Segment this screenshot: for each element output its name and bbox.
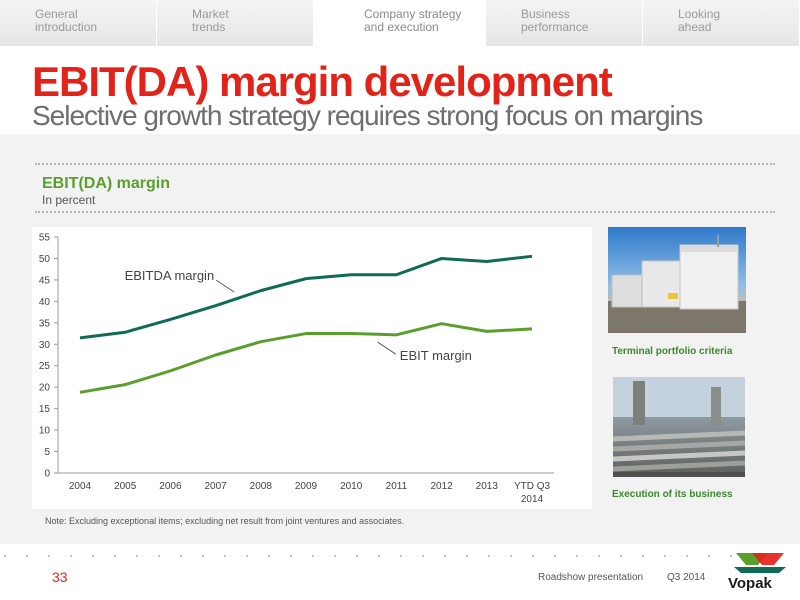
y-tick-label: 30 (39, 340, 51, 351)
tab-market-trends[interactable]: Market trends (157, 0, 314, 46)
x-tick-label: 2009 (295, 481, 318, 492)
y-tick-label: 50 (39, 254, 51, 265)
x-tick-label: 2008 (250, 481, 273, 492)
y-tick-label: 10 (39, 426, 51, 437)
vopak-logo-icon: Vopak (728, 553, 786, 592)
footer-dots (4, 555, 796, 557)
vopak-logo: Vopak (724, 550, 794, 592)
x-tick-label: 2013 (476, 481, 499, 492)
pipelines-image (613, 377, 745, 477)
terminal-photo (608, 227, 746, 333)
x-tick-label: 2004 (69, 481, 92, 492)
section-tabs: General introduction Market trends Compa… (0, 0, 800, 46)
divider-top (35, 163, 775, 165)
x-tick-label: 2011 (386, 481, 408, 492)
chart-unit: In percent (42, 193, 96, 207)
x-tick-label: YTD Q3 (514, 481, 551, 492)
page-title: EBIT(DA) margin development (32, 58, 613, 105)
footer-period: Q3 2014 (667, 572, 706, 583)
y-tick-label: 45 (39, 275, 51, 286)
y-tick-label: 55 (39, 233, 51, 244)
ebitda-margin-line (79, 254, 533, 340)
y-tick-label: 40 (39, 297, 51, 308)
storage-tanks-image (608, 235, 746, 333)
y-tick-label: 15 (39, 404, 51, 415)
x-tick-label: 2007 (204, 481, 227, 492)
ebitda-series-label: EBITDA margin (125, 268, 215, 283)
y-tick-label: 5 (44, 447, 50, 458)
ebit-series-label: EBIT margin (400, 348, 472, 363)
tab-business-performance[interactable]: Business performance (486, 0, 643, 46)
ebit-margin-line (79, 322, 533, 394)
line-chart: 0 5 10 15 20 25 30 35 40 45 50 55 2004 2005 2006 2007 20… (39, 233, 554, 505)
y-tick-label: 20 (39, 383, 51, 394)
chart-area: 0 5 10 15 20 25 30 35 40 45 50 55 2004 2005 2006 2007 20… (32, 227, 592, 509)
tab-company-strategy[interactable]: Company strategy and execution (314, 0, 486, 46)
x-tick-label: 2006 (159, 481, 182, 492)
divider-chart-header (35, 211, 775, 213)
chart-title: EBIT(DA) margin (42, 175, 170, 192)
tab-general-introduction[interactable]: General introduction (0, 0, 157, 46)
footer-label: Roadshow presentation (538, 572, 644, 583)
y-tick-label: 35 (39, 318, 51, 329)
page-number: 33 (52, 569, 68, 585)
tab-looking-ahead[interactable]: Looking ahead (643, 0, 800, 46)
x-tick-label: 2014 (521, 494, 544, 505)
x-tick-label: 2012 (430, 481, 453, 492)
x-tick-label: 2005 (114, 481, 137, 492)
footnote: Note: Excluding exceptional items; exclu… (45, 516, 405, 526)
pipes-photo (613, 377, 745, 477)
ebit-leader-line (377, 341, 397, 355)
y-tick-label: 0 (44, 469, 50, 480)
y-tick-label: 25 (39, 361, 51, 372)
page-subtitle: Selective growth strategy requires stron… (32, 100, 703, 131)
caption-terminal-portfolio: Terminal portfolio criteria (612, 346, 733, 357)
x-tick-label: 2010 (340, 481, 363, 492)
caption-execution: Execution of its business (612, 489, 733, 500)
svg-text:Vopak: Vopak (728, 575, 773, 592)
ebitda-leader-line (215, 279, 235, 293)
